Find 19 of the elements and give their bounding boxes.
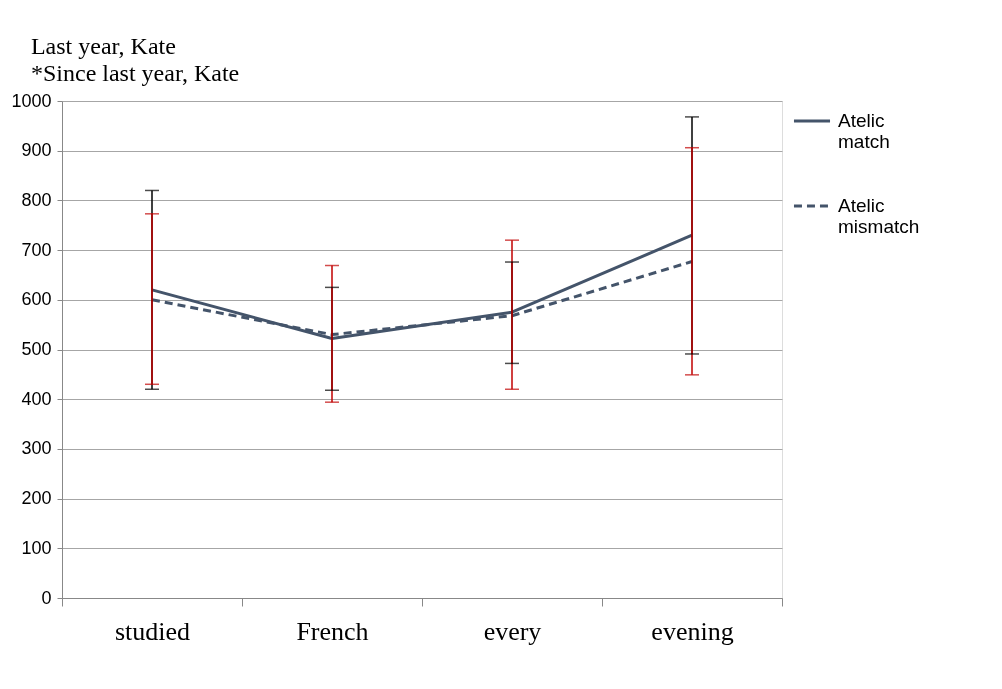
y-tick-label: 400 (21, 388, 52, 409)
y-tick-label: 200 (21, 488, 52, 509)
x-tick-label: every (483, 616, 542, 646)
y-tick-label: 100 (21, 537, 52, 558)
x-tick-label: studied (114, 616, 191, 646)
x-tick-label: French (296, 616, 369, 646)
chart-subtitle: *Since last year, Kate (30, 60, 240, 86)
y-tick-label: 0 (41, 587, 52, 608)
y-tick-label: 900 (21, 140, 52, 161)
x-tick-label: evening (651, 616, 734, 646)
y-tick-label: 600 (21, 289, 52, 310)
legend-label: Atelic mismatch (838, 195, 920, 237)
y-tick-label: 700 (21, 239, 52, 260)
y-tick-label: 800 (21, 189, 52, 210)
legend-label: Atelic match (838, 110, 890, 152)
y-tick-label: 500 (21, 339, 52, 359)
y-tick-label: 300 (21, 438, 52, 459)
y-tick-label: 1000 (11, 90, 52, 111)
chart-title: Last year, Kate (30, 33, 176, 59)
